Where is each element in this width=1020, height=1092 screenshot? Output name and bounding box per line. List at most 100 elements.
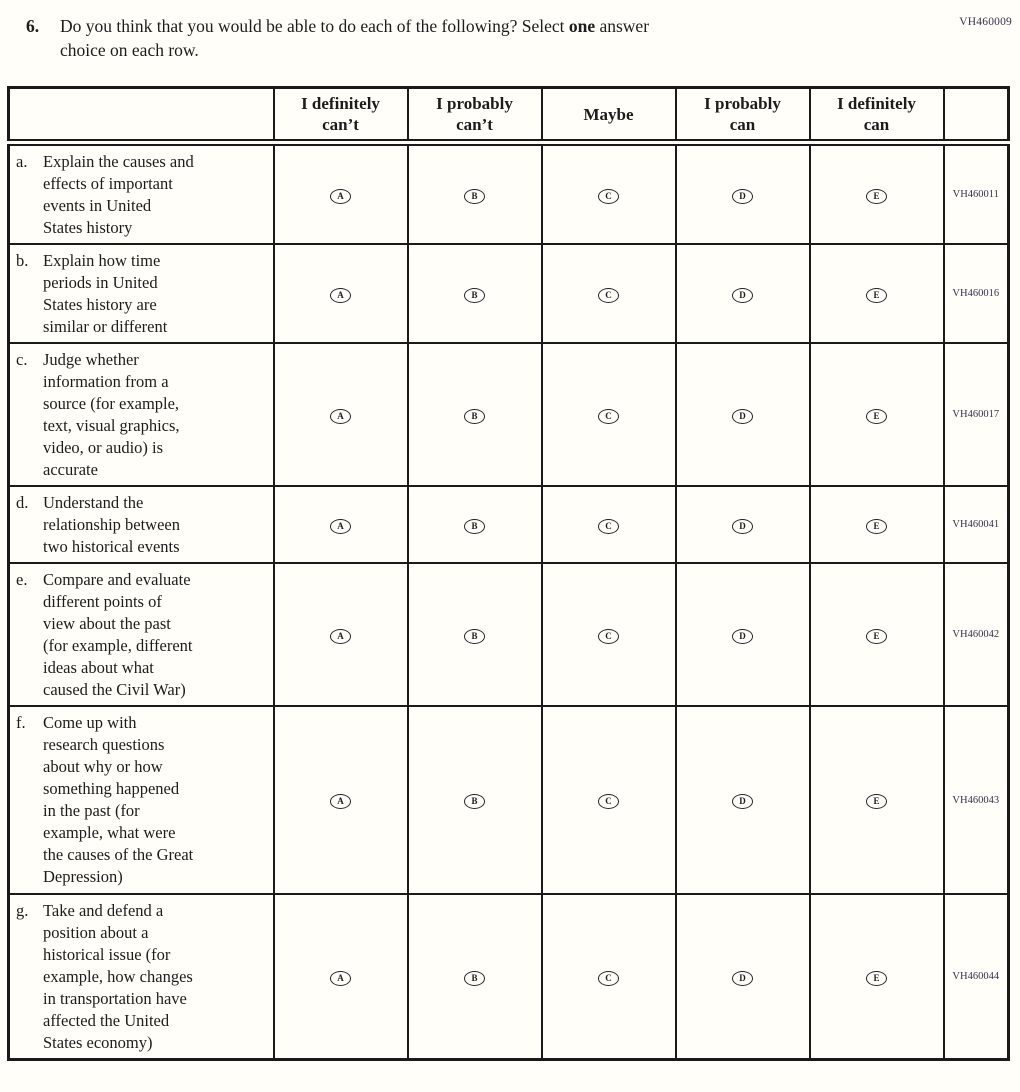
option-bubble-d[interactable]: D bbox=[732, 188, 753, 204]
row-code: VH460011 bbox=[942, 141, 1010, 245]
table-row-g: g. Take and defend a position about a hi… bbox=[7, 893, 1010, 1061]
statement-cell: e. Compare and evaluate different points… bbox=[7, 562, 275, 707]
row-code: VH460041 bbox=[942, 485, 1010, 564]
answer-cell: C bbox=[540, 485, 677, 564]
answer-cell: E bbox=[808, 141, 945, 245]
answer-cell: D bbox=[674, 342, 811, 487]
option-bubble-d[interactable]: D bbox=[732, 408, 753, 424]
table-row-e: e. Compare and evaluate different points… bbox=[7, 562, 1010, 707]
table-row-f: f. Come up with research questions about… bbox=[7, 705, 1010, 895]
answer-cell: C bbox=[540, 705, 677, 895]
option-bubble-e[interactable]: E bbox=[866, 628, 887, 644]
question-text: Do you think that you would be able to d… bbox=[60, 14, 649, 62]
answer-cell: D bbox=[674, 705, 811, 895]
row-letter: b. bbox=[16, 251, 29, 270]
row-statement: Explain the causes and effects of import… bbox=[43, 152, 194, 237]
option-bubble-b[interactable]: B bbox=[464, 970, 485, 986]
answer-cell: C bbox=[540, 243, 677, 344]
question-number: 6. bbox=[26, 16, 40, 36]
header-i-probably-can: I probably can bbox=[674, 86, 811, 146]
answer-cell: E bbox=[808, 342, 945, 487]
option-bubble-a[interactable]: A bbox=[330, 408, 351, 424]
answer-cell: C bbox=[540, 562, 677, 707]
option-bubble-b[interactable]: B bbox=[464, 518, 485, 534]
header-empty-cell bbox=[7, 86, 275, 146]
answer-cell: E bbox=[808, 243, 945, 344]
answer-cell: A bbox=[272, 342, 409, 487]
option-bubble-b[interactable]: B bbox=[464, 287, 485, 303]
row-statement: Take and defend a position about a histo… bbox=[43, 901, 193, 1052]
option-bubble-a[interactable]: A bbox=[330, 518, 351, 534]
option-bubble-c[interactable]: C bbox=[598, 518, 619, 534]
answer-grid: I definitely can’t I probably can’t Mayb… bbox=[7, 86, 1010, 1061]
answer-cell: B bbox=[406, 705, 543, 895]
header-maybe: Maybe bbox=[540, 86, 677, 146]
answer-cell: D bbox=[674, 243, 811, 344]
option-bubble-c[interactable]: C bbox=[598, 970, 619, 986]
option-bubble-c[interactable]: C bbox=[598, 188, 619, 204]
option-bubble-b[interactable]: B bbox=[464, 408, 485, 424]
row-letter: a. bbox=[16, 152, 28, 171]
row-code: VH460043 bbox=[942, 705, 1010, 895]
option-bubble-a[interactable]: A bbox=[330, 188, 351, 204]
option-bubble-d[interactable]: D bbox=[732, 970, 753, 986]
row-letter: e. bbox=[16, 570, 28, 589]
statement-cell: d. Understand the relationship between t… bbox=[7, 485, 275, 564]
option-bubble-c[interactable]: C bbox=[598, 408, 619, 424]
option-bubble-e[interactable]: E bbox=[866, 408, 887, 424]
option-bubble-b[interactable]: B bbox=[464, 188, 485, 204]
row-letter: c. bbox=[16, 350, 28, 369]
option-bubble-b[interactable]: B bbox=[464, 628, 485, 644]
row-statement: Compare and evaluate different points of… bbox=[43, 570, 193, 699]
option-bubble-e[interactable]: E bbox=[866, 287, 887, 303]
question-text-bold: one bbox=[568, 16, 596, 36]
option-bubble-e[interactable]: E bbox=[866, 188, 887, 204]
table-row-a: a. Explain the causes and effects of imp… bbox=[7, 141, 1010, 245]
answer-cell: E bbox=[808, 485, 945, 564]
option-bubble-a[interactable]: A bbox=[330, 970, 351, 986]
answer-cell: C bbox=[540, 342, 677, 487]
answer-cell: B bbox=[406, 485, 543, 564]
option-bubble-d[interactable]: D bbox=[732, 794, 753, 809]
table-row-d: d. Understand the relationship between t… bbox=[7, 485, 1010, 564]
row-letter: d. bbox=[16, 493, 29, 512]
row-statement: Explain how time periods in United State… bbox=[43, 251, 168, 336]
answer-cell: D bbox=[674, 485, 811, 564]
page-accession-code: VH460009 bbox=[959, 16, 1012, 28]
row-statement: Judge whether information from a source … bbox=[43, 350, 180, 479]
row-code: VH460044 bbox=[942, 893, 1010, 1061]
statement-cell: a. Explain the causes and effects of imp… bbox=[7, 141, 275, 245]
option-bubble-c[interactable]: C bbox=[598, 287, 619, 303]
option-bubble-d[interactable]: D bbox=[732, 628, 753, 644]
row-letter: g. bbox=[16, 901, 29, 920]
option-bubble-a[interactable]: A bbox=[330, 287, 351, 303]
option-bubble-d[interactable]: D bbox=[732, 287, 753, 303]
statement-cell: f. Come up with research questions about… bbox=[7, 705, 275, 895]
answer-cell: A bbox=[272, 705, 409, 895]
row-statement: Understand the relationship between two … bbox=[43, 493, 180, 556]
header-i-definitely-cant: I definitely can’t bbox=[272, 86, 409, 146]
option-bubble-a[interactable]: A bbox=[330, 628, 351, 644]
statement-cell: b. Explain how time periods in United St… bbox=[7, 243, 275, 344]
row-code: VH460042 bbox=[942, 562, 1010, 707]
answer-cell: B bbox=[406, 342, 543, 487]
table-row-b: b. Explain how time periods in United St… bbox=[7, 243, 1010, 344]
header-i-definitely-can: I definitely can bbox=[808, 86, 945, 146]
answer-cell: E bbox=[808, 893, 945, 1061]
statement-cell: g. Take and defend a position about a hi… bbox=[7, 893, 275, 1061]
option-bubble-e[interactable]: E bbox=[866, 970, 887, 986]
option-bubble-d[interactable]: D bbox=[732, 518, 753, 534]
table-row-c: c. Judge whether information from a sour… bbox=[7, 342, 1010, 487]
option-bubble-c[interactable]: C bbox=[598, 628, 619, 644]
answer-cell: D bbox=[674, 141, 811, 245]
answer-cell: C bbox=[540, 893, 677, 1061]
answer-cell: A bbox=[272, 893, 409, 1061]
option-bubble-a[interactable]: A bbox=[330, 794, 351, 809]
option-bubble-e[interactable]: E bbox=[866, 794, 887, 809]
option-bubble-e[interactable]: E bbox=[866, 518, 887, 534]
header-i-probably-cant: I probably can’t bbox=[406, 86, 543, 146]
answer-cell: B bbox=[406, 141, 543, 245]
option-bubble-b[interactable]: B bbox=[464, 794, 485, 809]
option-bubble-c[interactable]: C bbox=[598, 794, 619, 809]
answer-cell: A bbox=[272, 562, 409, 707]
